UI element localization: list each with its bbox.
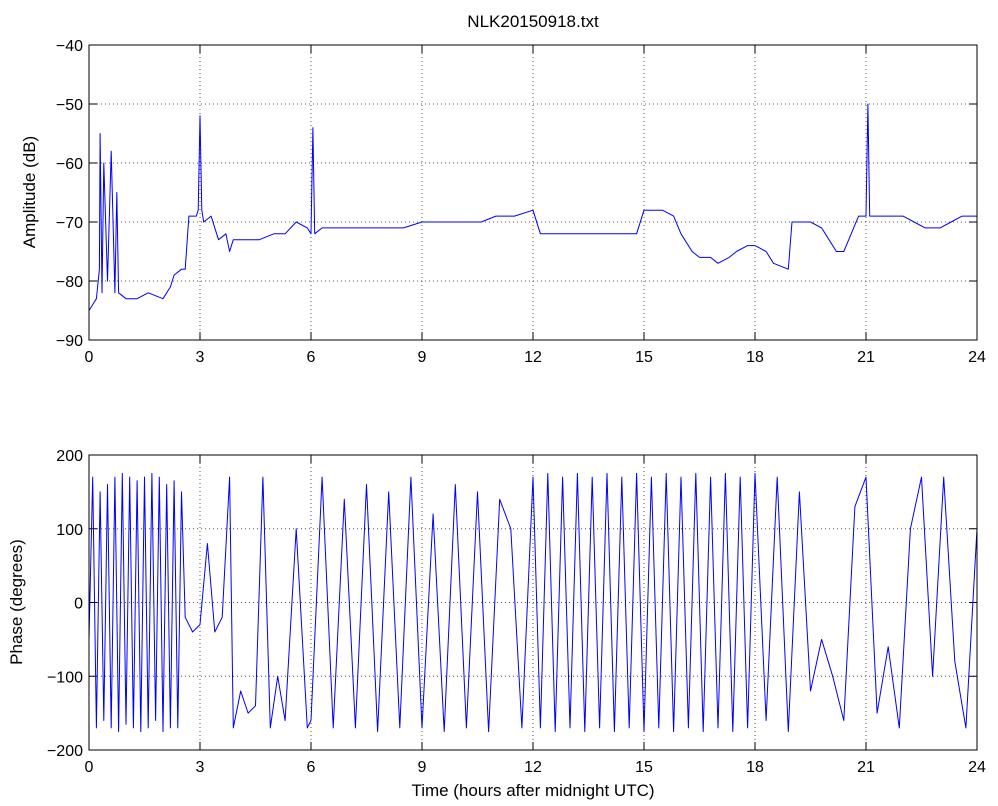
x-tick-label: 21 xyxy=(857,349,875,366)
x-tick-label: 9 xyxy=(418,759,427,776)
phase-panel: 0 3 6 9 12 15 18 21 24 −200 −100 0 100 200 Time (hou… xyxy=(7,448,986,800)
x-tick-label: 18 xyxy=(746,759,764,776)
y-tick-label: −70 xyxy=(56,215,83,232)
y-tick-label: 0 xyxy=(74,596,83,613)
x-tick-label: 24 xyxy=(968,759,986,776)
x-axis-label: Time (hours after midnight UTC) xyxy=(411,781,654,800)
y-tick-label: −200 xyxy=(47,743,83,760)
y-tick-label: 100 xyxy=(56,522,83,539)
x-tick-label: 24 xyxy=(968,349,986,366)
phase-series-line xyxy=(88,472,978,733)
x-tick-label: 12 xyxy=(524,349,542,366)
x-tick-label: 6 xyxy=(307,759,316,776)
phase-y-tick-labels: −200 −100 0 100 200 xyxy=(47,448,83,760)
x-tick-label: 3 xyxy=(196,759,205,776)
x-tick-label: 9 xyxy=(418,349,427,366)
amplitude-panel: 0 3 6 9 12 15 18 21 24 −90 −80 −70 −60 −50 −40 NLK201… xyxy=(20,12,986,366)
y-tick-label: −100 xyxy=(47,669,83,686)
phase-y-axis-label: Phase (degrees) xyxy=(7,539,26,665)
x-tick-label: 0 xyxy=(85,349,94,366)
amplitude-y-tick-labels: −90 −80 −70 −60 −50 −40 xyxy=(56,38,83,350)
phase-x-tick-labels: 0 3 6 9 12 15 18 21 24 xyxy=(85,759,986,776)
amplitude-series-line xyxy=(88,103,977,311)
phase-grid xyxy=(89,455,977,750)
y-tick-label: −80 xyxy=(56,274,83,291)
amplitude-plot-area xyxy=(88,44,978,341)
x-tick-label: 18 xyxy=(746,349,764,366)
y-tick-label: −50 xyxy=(56,97,83,114)
chart-title: NLK20150918.txt xyxy=(467,12,599,31)
x-tick-label: 15 xyxy=(635,759,653,776)
x-tick-label: 12 xyxy=(524,759,542,776)
x-tick-label: 21 xyxy=(857,759,875,776)
x-tick-label: 6 xyxy=(307,349,316,366)
amplitude-y-axis-label: Amplitude (dB) xyxy=(20,136,39,248)
amplitude-grid xyxy=(89,45,977,340)
x-tick-label: 15 xyxy=(635,349,653,366)
x-tick-label: 3 xyxy=(196,349,205,366)
y-tick-label: −40 xyxy=(56,38,83,55)
y-tick-label: 200 xyxy=(56,448,83,465)
x-tick-label: 0 xyxy=(85,759,94,776)
y-tick-label: −90 xyxy=(56,333,83,350)
phase-axes-box xyxy=(88,454,978,751)
y-tick-label: −60 xyxy=(56,156,83,173)
amplitude-x-tick-labels: 0 3 6 9 12 15 18 21 24 xyxy=(85,349,986,366)
amplitude-axes-box xyxy=(88,44,978,341)
